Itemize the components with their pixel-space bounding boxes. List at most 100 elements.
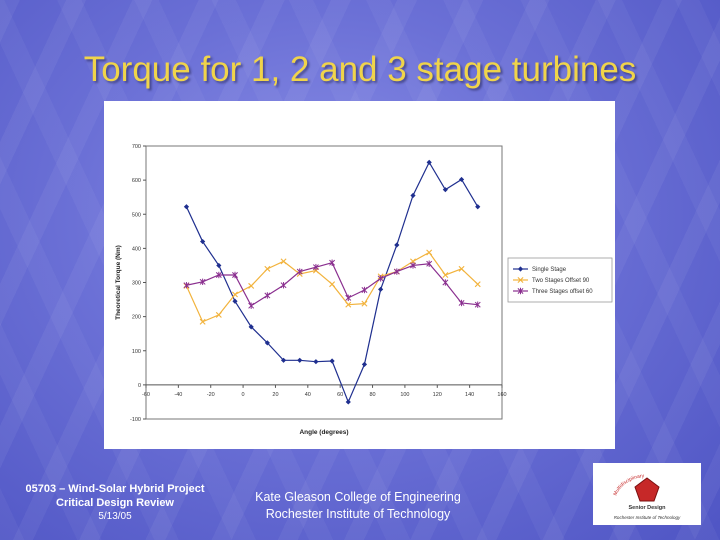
y-tick-label: 600 [132, 178, 141, 184]
slide-title: Torque for 1, 2 and 3 stage turbines [83, 50, 637, 89]
data-point [199, 278, 206, 286]
x-tick-label: -40 [174, 392, 182, 398]
data-point [248, 324, 254, 330]
data-point [264, 340, 270, 346]
data-point [426, 260, 433, 267]
data-point [264, 292, 271, 299]
data-point [394, 242, 400, 248]
review-date: 5/13/05 [98, 511, 132, 522]
chart-panel: -100 0 100 200 300 400 500 600 700 -60 -40 -20 0 20 40… [104, 101, 615, 449]
data-point [393, 268, 400, 275]
series-single-stage [183, 159, 481, 405]
data-point [442, 279, 449, 286]
data-point [345, 301, 352, 308]
data-point [280, 282, 287, 289]
data-point [361, 361, 368, 367]
x-tick-label: 100 [400, 392, 409, 398]
msd-logo: Multidisciplinary Senior Design Rocheste… [593, 463, 701, 525]
data-point [426, 159, 432, 165]
data-point [475, 204, 481, 210]
data-point [377, 275, 384, 282]
x-axis-label: Angle (degrees) [299, 429, 348, 436]
data-point [361, 286, 368, 294]
data-point [517, 266, 524, 272]
x-tick-label: 40 [305, 392, 311, 398]
y-tick-label: 300 [132, 281, 141, 287]
data-point [264, 265, 271, 272]
y-axis-label: Theoretical Torque (Nm) [115, 245, 122, 320]
data-point [474, 281, 481, 288]
data-point [517, 277, 524, 283]
x-tick-label: -20 [207, 392, 215, 398]
data-point [410, 262, 416, 269]
y-tick-label: -100 [130, 417, 141, 423]
x-tick-label: 60 [337, 392, 343, 398]
x-tick-label: 0 [242, 392, 245, 398]
x-tick-label: -60 [142, 392, 150, 398]
review-name: Critical Design Review [56, 497, 174, 509]
series-layer [183, 159, 481, 405]
data-point [517, 287, 524, 295]
y-tick-label: 400 [132, 246, 141, 252]
project-footer: 05703 – Wind-Solar Hybrid Project Critic… [10, 482, 220, 524]
axes: -100 0 100 200 300 400 500 600 700 -60 -40 -20 0 20 40… [115, 144, 507, 436]
data-point [248, 282, 255, 289]
project-name: 05703 – Wind-Solar Hybrid Project [25, 483, 205, 495]
data-point [313, 359, 319, 365]
y-tick-label: 500 [132, 212, 141, 218]
data-point [296, 268, 303, 275]
legend-entry: Two Stages Offset 90 [513, 277, 590, 284]
y-tick-label: 200 [132, 315, 141, 321]
series-line [185, 161, 479, 404]
legend-label: Single Stage [532, 267, 567, 273]
logo-bottom-text: Rochester Institute of Technology [614, 515, 681, 520]
data-point [215, 311, 222, 318]
data-point [442, 187, 448, 193]
data-point [426, 249, 433, 256]
legend: Single Stage Two Stages Offset 90 Three St… [507, 257, 613, 303]
data-point [458, 265, 465, 272]
data-point [378, 286, 384, 292]
data-point [442, 272, 449, 278]
x-tick-label: 80 [369, 392, 375, 398]
data-point [200, 238, 206, 245]
legend-label: Three Stages offset 60 [532, 289, 593, 295]
x-tick-label: 120 [433, 392, 442, 398]
y-tick-label: 700 [132, 144, 141, 150]
college-name: Kate Gleason College of Engineering [255, 490, 461, 504]
data-point [458, 176, 465, 183]
data-point [345, 399, 351, 405]
data-point [199, 318, 206, 325]
data-point [312, 263, 319, 271]
x-tick-label: 20 [272, 392, 278, 398]
data-point [329, 358, 335, 364]
data-point [280, 258, 287, 265]
data-point [215, 271, 222, 279]
legend-label: Two Stages Offset 90 [532, 278, 590, 284]
x-tick-label: 160 [497, 392, 506, 398]
data-point [361, 300, 368, 307]
y-tick-label: 100 [132, 349, 141, 355]
legend-entry: Three Stages offset 60 [513, 287, 593, 295]
data-point [297, 357, 303, 363]
legend-entry: Single Stage [513, 266, 567, 273]
data-point [216, 262, 222, 269]
data-point [232, 298, 238, 304]
data-point [410, 192, 416, 199]
data-point [183, 204, 190, 210]
data-point [474, 301, 481, 308]
series-three-stages-offset-60 [183, 259, 481, 309]
data-point [232, 271, 238, 279]
data-point [329, 281, 336, 288]
institute-name: Rochester Institute of Technology [265, 507, 451, 521]
y-tick-label: 0 [138, 383, 141, 389]
data-point [232, 291, 238, 298]
data-point [183, 282, 190, 289]
data-point [458, 299, 465, 307]
pentagon-icon [634, 477, 660, 502]
data-point [329, 259, 336, 266]
institution-footer: Kate Gleason College of Engineering Roch… [228, 489, 488, 523]
torque-chart: -100 0 100 200 300 400 500 600 700 -60 -40 -20 0 20 40… [115, 144, 613, 436]
logo-middle-text: Senior Design [629, 505, 667, 511]
x-tick-label: 140 [465, 392, 474, 398]
